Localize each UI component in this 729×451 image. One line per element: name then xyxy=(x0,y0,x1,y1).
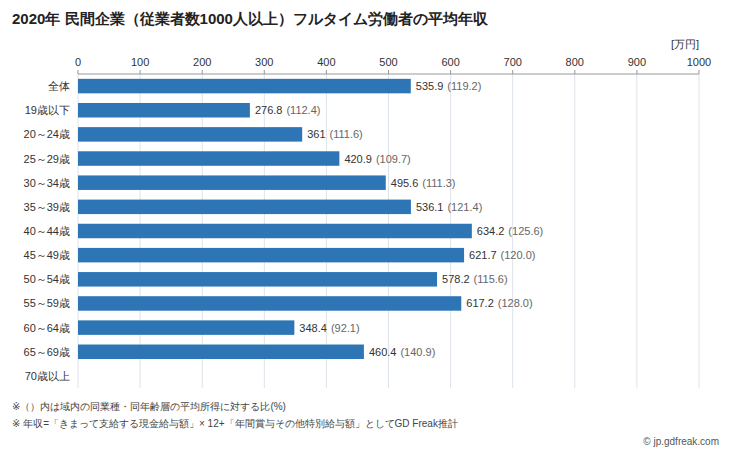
grid-line xyxy=(574,74,575,388)
tick-mark xyxy=(512,70,513,74)
tick-label: 900 xyxy=(628,56,646,68)
axis-line xyxy=(78,74,699,75)
ratio-label: (125.6) xyxy=(508,225,543,237)
tick-mark xyxy=(636,70,637,74)
ratio-label: (92.1) xyxy=(331,322,360,334)
bar xyxy=(78,151,339,165)
ratio-label: (111.6) xyxy=(330,128,363,140)
tick-label: 100 xyxy=(131,56,149,68)
grid-line xyxy=(699,74,700,388)
tick-label: 500 xyxy=(379,56,397,68)
data-label: 621.7 xyxy=(469,249,497,261)
ratio-label: (128.0) xyxy=(498,297,533,309)
ratio-label: (119.2) xyxy=(447,80,481,92)
grid-line xyxy=(636,74,637,388)
data-label: 634.2 xyxy=(477,225,505,237)
data-label: 348.4 xyxy=(299,322,327,334)
watermark: © jp.gdfreak.com xyxy=(643,436,719,447)
category-label: 20～24歳 xyxy=(24,128,70,140)
tick-mark xyxy=(140,70,141,74)
category-label: 全体 xyxy=(48,80,70,92)
grid xyxy=(78,74,699,388)
tick-label: 300 xyxy=(255,56,273,68)
data-label: 361 xyxy=(307,128,325,140)
category-label: 50～54歳 xyxy=(24,273,70,285)
tick-mark xyxy=(388,70,389,74)
bar xyxy=(78,103,250,117)
category-label: 60～64歳 xyxy=(24,322,70,334)
data-label: 460.4 xyxy=(369,346,397,358)
axis-label: [万円] xyxy=(671,38,699,50)
data-label: 617.2 xyxy=(466,297,494,309)
ratio-label: (112.4) xyxy=(286,104,320,116)
tick-label: 0 xyxy=(75,56,81,68)
ratio-label: (111.3) xyxy=(422,177,455,189)
tick-label: 400 xyxy=(317,56,335,68)
category-label: 30～34歳 xyxy=(24,177,70,189)
bar xyxy=(78,175,386,189)
category-label: 70歳以上 xyxy=(25,370,70,382)
tick-label: 700 xyxy=(504,56,522,68)
bar xyxy=(78,345,364,359)
data-labels: 535.9(119.2) 276.8(112.4) 361 (111.6) 420.9 (… xyxy=(255,80,543,358)
bar xyxy=(78,296,461,310)
data-label: 420.9 xyxy=(344,153,372,165)
category-label: 65～69歳 xyxy=(24,346,70,358)
category-label: 35～39歳 xyxy=(24,201,70,213)
bar xyxy=(78,127,302,141)
title: 2020年 民間企業（従業者数1000人以上）フルタイム労働者の平均年収 xyxy=(12,10,489,27)
tick-mark xyxy=(574,70,575,74)
tick-mark xyxy=(202,70,203,74)
bar xyxy=(78,272,437,286)
ratio-label: (109.7) xyxy=(376,153,411,165)
data-label: 495.6 xyxy=(391,177,419,189)
tick-mark xyxy=(450,70,451,74)
ratio-label: (115.6) xyxy=(474,273,508,285)
bar xyxy=(78,320,294,334)
bar xyxy=(78,248,464,262)
bar xyxy=(78,200,411,214)
category-label: 45～49歳 xyxy=(24,249,70,261)
ratio-label: (121.4) xyxy=(447,201,482,213)
data-label: 535.9 xyxy=(416,80,444,92)
tick-mark xyxy=(699,70,700,74)
tick-mark xyxy=(264,70,265,74)
ratio-label: (140.9) xyxy=(400,346,435,358)
tick-mark xyxy=(326,70,327,74)
tick-mark xyxy=(78,70,79,74)
category-label: 40～44歳 xyxy=(24,225,70,237)
note: ※ 年収=「きまって支給する現金給与額」× 12+「年間賞与その他特別給与額」と… xyxy=(12,418,458,429)
data-label: 276.8 xyxy=(255,104,283,116)
data-label: 578.2 xyxy=(442,273,470,285)
bar xyxy=(78,224,472,238)
tick-label: 1000 xyxy=(687,56,711,68)
bars xyxy=(78,79,472,359)
chart-container: 2020年 民間企業（従業者数1000人以上）フルタイム労働者の平均年収 [万円]… xyxy=(0,0,729,451)
category-label: 19歳以下 xyxy=(25,104,70,116)
data-label: 536.1 xyxy=(416,201,444,213)
category-label: 55～59歳 xyxy=(24,297,70,309)
chart-svg: 2020年 民間企業（従業者数1000人以上）フルタイム労働者の平均年収 [万円]… xyxy=(0,0,729,451)
note: ※（）内は域内の同業種・同年齢層の平均所得に対する比(%) xyxy=(12,401,286,412)
category-label: 25～29歳 xyxy=(24,153,70,165)
tick-label: 600 xyxy=(441,56,459,68)
bar xyxy=(78,369,79,383)
tick-label: 200 xyxy=(193,56,211,68)
bar xyxy=(78,79,411,93)
tick-label: 800 xyxy=(566,56,584,68)
ratio-label: (120.0) xyxy=(501,249,536,261)
